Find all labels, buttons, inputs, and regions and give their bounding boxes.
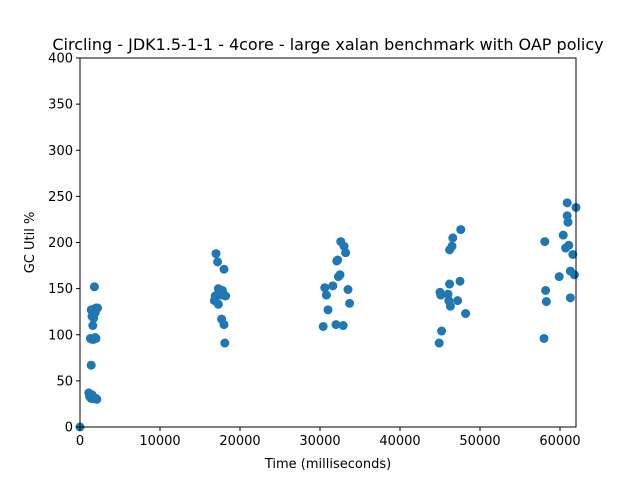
data-point <box>328 281 338 291</box>
data-point <box>568 249 578 259</box>
data-point <box>461 309 471 319</box>
data-point <box>321 290 331 300</box>
data-point <box>341 248 351 258</box>
data-point <box>569 270 579 280</box>
data-point <box>338 321 348 331</box>
data-point <box>448 233 458 243</box>
data-point <box>558 230 568 240</box>
x-tick-label: 20000 <box>219 434 260 449</box>
data-point <box>91 333 101 343</box>
x-tick-label: 40000 <box>379 434 420 449</box>
data-point <box>564 240 574 250</box>
data-point <box>540 237 550 247</box>
y-tick-label: 50 <box>56 374 73 389</box>
data-point <box>445 279 455 289</box>
data-point <box>453 296 463 306</box>
y-axis-title: GC Util % <box>23 212 38 274</box>
y-tick-label: 0 <box>65 421 73 436</box>
y-tick-label: 250 <box>48 190 73 205</box>
data-point <box>541 285 551 295</box>
y-tick-label: 100 <box>48 328 73 343</box>
x-tick-label: 50000 <box>459 434 500 449</box>
data-point <box>562 198 572 208</box>
data-point <box>213 257 223 267</box>
data-point <box>437 326 447 336</box>
data-point <box>541 297 551 307</box>
data-point <box>333 255 343 265</box>
data-point <box>436 290 446 300</box>
data-point <box>320 283 330 293</box>
data-point <box>335 270 345 280</box>
chart-title: Circling - JDK1.5-1-1 - 4core - large xa… <box>52 35 603 54</box>
data-point <box>213 299 223 309</box>
data-point <box>331 320 341 330</box>
x-tick-label: 10000 <box>139 434 180 449</box>
data-point <box>221 291 231 301</box>
data-point <box>554 272 564 282</box>
x-tick-label: 0 <box>76 434 84 449</box>
data-point <box>86 360 96 370</box>
data-point <box>90 308 100 318</box>
y-axis-ticks: 0 50 100 150 200 250 300 350 400 <box>48 52 80 436</box>
x-tick-label: 30000 <box>299 434 340 449</box>
data-point <box>456 225 466 235</box>
y-tick-label: 400 <box>48 52 73 67</box>
y-tick-label: 150 <box>48 282 73 297</box>
data-point <box>434 338 444 348</box>
y-tick-label: 200 <box>48 236 73 251</box>
data-point <box>219 264 229 274</box>
data-point <box>219 320 229 330</box>
y-tick-label: 300 <box>48 144 73 159</box>
data-point <box>89 282 99 292</box>
data-point <box>455 276 465 286</box>
data-point <box>343 285 353 295</box>
points-layer <box>75 198 581 432</box>
data-point <box>88 321 98 331</box>
data-point <box>563 217 573 227</box>
x-tick-label: 60000 <box>539 434 580 449</box>
data-point <box>539 333 549 343</box>
data-point <box>211 249 221 259</box>
data-point <box>318 321 328 331</box>
data-point <box>92 394 102 404</box>
data-point <box>447 241 457 251</box>
data-point <box>445 301 455 311</box>
x-axis-ticks: 0 10000 20000 30000 40000 50000 60000 <box>76 427 581 449</box>
x-axis-title: Time (milliseconds) <box>264 457 391 472</box>
y-tick-label: 350 <box>48 98 73 113</box>
data-point <box>323 305 333 315</box>
data-point <box>565 293 575 303</box>
data-point <box>345 298 355 308</box>
data-point <box>220 338 230 348</box>
